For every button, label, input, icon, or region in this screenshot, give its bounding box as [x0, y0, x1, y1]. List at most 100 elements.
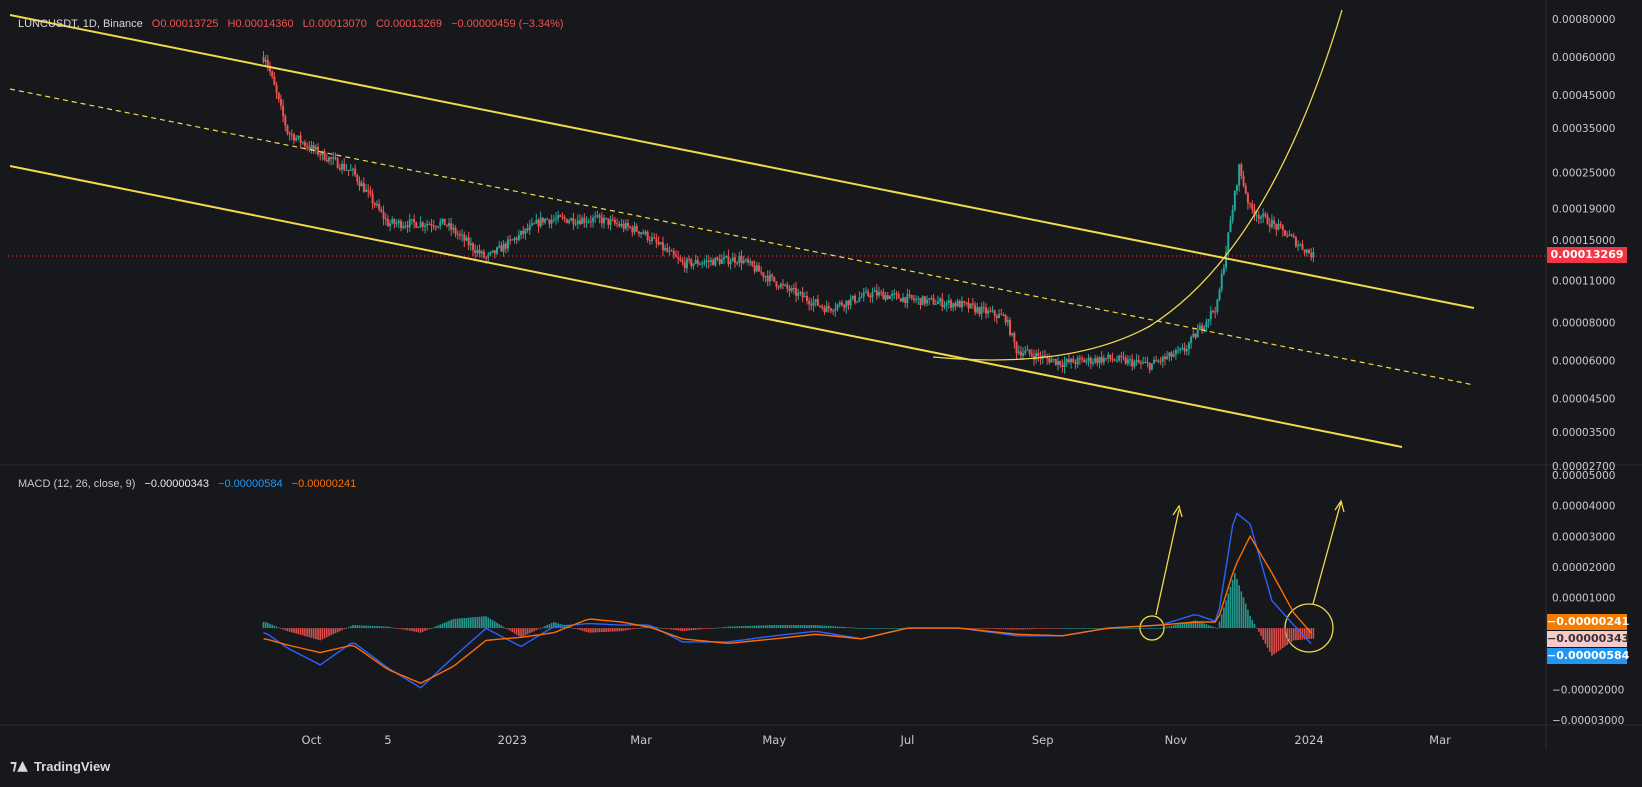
candle-body	[356, 175, 359, 182]
macd-hist-bar	[1127, 628, 1129, 629]
macd-line	[263, 512, 1312, 689]
candle	[282, 99, 285, 123]
candle	[561, 212, 564, 221]
candle-body	[1006, 319, 1009, 323]
trendline-drawings[interactable]	[9, 9, 1475, 653]
candle-body	[415, 222, 418, 228]
candle	[976, 303, 979, 315]
candle-body	[856, 301, 859, 303]
candle-body	[664, 248, 667, 251]
candle	[1100, 351, 1103, 366]
macd-hist-bar	[1094, 628, 1096, 629]
candle-body	[1067, 359, 1070, 363]
candle-body	[563, 217, 566, 220]
macd-hist-bar	[319, 628, 322, 641]
candle-body	[456, 234, 459, 236]
macd-hist-bar	[1264, 628, 1267, 644]
macd-hist-bar	[518, 628, 520, 636]
candle	[729, 258, 732, 270]
candle-body	[600, 217, 603, 224]
candle-body	[332, 157, 335, 159]
candle-body	[1004, 315, 1007, 323]
macd-hist-bar	[609, 628, 612, 632]
candle	[873, 286, 876, 293]
candle-body	[1185, 349, 1188, 352]
macd-hist-bar	[576, 628, 579, 630]
candle-body	[554, 218, 557, 220]
candle-body	[341, 163, 344, 170]
candle-body	[445, 225, 448, 227]
macd-arrow-1-head	[1172, 504, 1183, 518]
candle	[397, 218, 400, 229]
candle-body	[923, 296, 926, 304]
candle	[998, 309, 1001, 319]
candle	[906, 288, 909, 309]
candle-body	[819, 305, 822, 307]
macd-hist-bar	[998, 628, 1000, 630]
candle	[520, 230, 523, 240]
macd-hist-bar	[766, 625, 769, 629]
macd-hist-bar	[982, 628, 985, 629]
candle	[1019, 346, 1022, 359]
candle-body	[1179, 348, 1182, 351]
macd-hist-bar	[832, 626, 834, 629]
candle	[1065, 358, 1068, 368]
macd-hist-bar	[271, 624, 273, 629]
candle	[738, 251, 741, 267]
candle-body	[349, 169, 352, 171]
candle	[766, 270, 769, 287]
candle	[1179, 347, 1182, 354]
candle-body	[1290, 234, 1293, 236]
candle	[1297, 240, 1300, 252]
candle-body	[371, 193, 374, 204]
candle-body	[266, 59, 269, 67]
macd-hist-bar	[742, 626, 745, 629]
candle	[461, 229, 464, 242]
candle-body	[526, 228, 529, 231]
candle-body	[528, 225, 531, 231]
macd-hist-bar	[782, 625, 784, 629]
macd-hist-bar	[1238, 585, 1240, 629]
candle-body	[1183, 347, 1186, 352]
macd-hist-bar	[1026, 628, 1029, 630]
macd-hist-bar	[533, 628, 535, 632]
macd-hist-bar	[1212, 626, 1214, 629]
macd-hist-bar	[487, 617, 490, 629]
candle-body	[454, 227, 457, 235]
macd-hist-bar	[537, 628, 540, 630]
macd-hist-bar	[611, 628, 614, 632]
macd-hist-bar	[1065, 628, 1068, 629]
macd-hist-bar	[683, 628, 686, 631]
candle	[404, 221, 407, 229]
time-tick-label: Sep	[1032, 733, 1054, 747]
candle-body	[472, 243, 475, 251]
candle	[858, 291, 861, 303]
tradingview-logo[interactable]: ⁊▲ TradingView	[10, 758, 110, 774]
candle	[535, 213, 538, 224]
macd-hist-bar	[786, 625, 789, 629]
macd-hist-bar	[459, 618, 461, 629]
candle-body	[976, 307, 979, 313]
macd-hist-bar	[491, 620, 494, 629]
symbol-label[interactable]: LUNCUSDT, 1D, Binance	[18, 18, 143, 30]
candle	[812, 296, 815, 312]
candle	[1144, 356, 1147, 364]
candle	[1024, 346, 1027, 356]
candle-body	[790, 287, 793, 291]
candle	[705, 254, 708, 269]
candle	[692, 263, 695, 270]
macd-label[interactable]: MACD (12, 26, close, 9)	[18, 478, 136, 490]
candle	[709, 257, 712, 267]
candle	[277, 91, 280, 103]
candle-body	[755, 265, 758, 272]
candle-body	[690, 259, 693, 266]
macd-hist-bar	[336, 628, 339, 633]
candle-body	[439, 221, 442, 227]
candle	[934, 299, 937, 306]
candle	[620, 218, 623, 229]
candle	[751, 260, 754, 267]
candle-body	[286, 125, 289, 134]
candle-body	[648, 239, 651, 241]
macd-hist-bar	[509, 628, 511, 631]
